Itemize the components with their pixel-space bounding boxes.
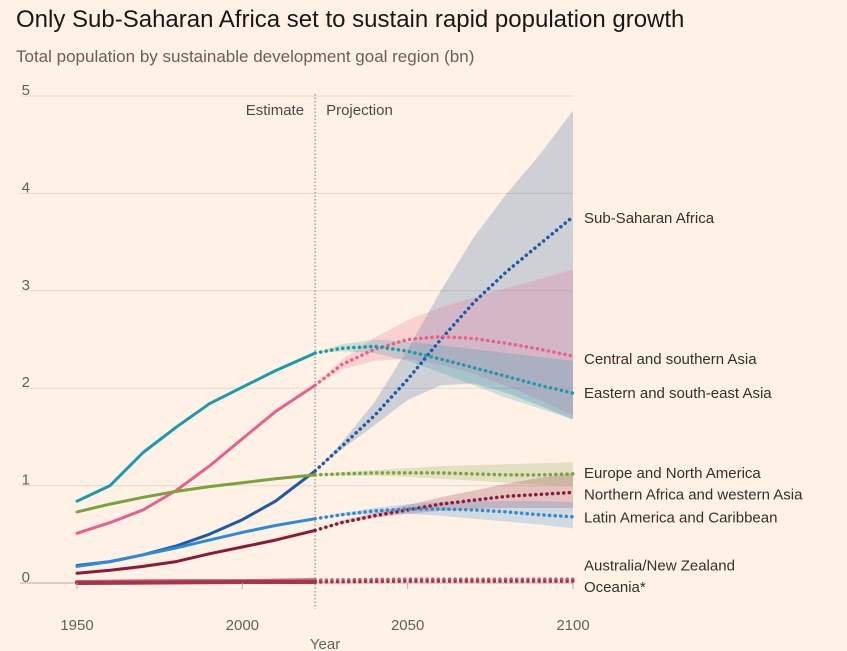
- y-tick-label: 3: [22, 277, 30, 294]
- label-latin-america-and-caribbean: Latin America and Caribbean: [584, 510, 777, 527]
- latin-america-and-caribbean-estimate-line: [75, 517, 317, 568]
- projection-annotation: Projection: [326, 102, 393, 119]
- estimate-annotation: Estimate: [246, 102, 304, 119]
- sub-saharan-africa-projection-line: [313, 215, 575, 473]
- label-oceania: Oceania*: [584, 579, 646, 596]
- label-australia-new-zealand: Australia/New Zealand: [584, 557, 735, 574]
- label-central-and-southern-asia: Central and southern Asia: [584, 351, 757, 368]
- series-lines: [75, 215, 575, 585]
- eastern-and-south-east-asia-projection-line: [313, 344, 575, 395]
- central-and-southern-asia-band: [315, 269, 573, 416]
- uncertainty-bands: [315, 110, 573, 531]
- label-eastern-and-south-east-asia: Eastern and south-east Asia: [584, 385, 772, 402]
- central-and-southern-asia-projection-line: [313, 334, 575, 388]
- y-tick-label: 0: [22, 569, 30, 586]
- eastern-and-south-east-asia-band: [315, 339, 573, 420]
- x-tick-label: 2000: [226, 617, 259, 634]
- eastern-and-south-east-asia-estimate-line: [75, 351, 317, 503]
- y-tick-label: 2: [22, 374, 30, 391]
- chart-title: Only Sub-Saharan Africa set to sustain r…: [16, 6, 685, 33]
- northern-africa-and-western-asia-estimate-line: [75, 528, 317, 575]
- label-europe-and-north-america: Europe and North America: [584, 465, 761, 482]
- y-tick-label: 5: [22, 82, 30, 99]
- central-and-southern-asia-estimate-line: [75, 383, 317, 535]
- x-axis-label: Year: [310, 636, 340, 651]
- europe-and-north-america-estimate-line: [75, 473, 317, 514]
- y-tick-label: 4: [22, 179, 30, 196]
- oceania-estimate-line: [75, 580, 318, 585]
- northern-africa-and-western-asia-projection-line: [313, 490, 575, 533]
- label-sub-saharan-africa: Sub-Saharan Africa: [584, 210, 715, 227]
- label-northern-africa-and-western-asia: Northern Africa and western Asia: [584, 486, 803, 503]
- latin-america-and-caribbean-projection-line: [313, 507, 575, 521]
- sub-saharan-africa-band: [315, 110, 573, 471]
- x-tick-label: 2100: [556, 617, 589, 634]
- y-tick-label: 1: [22, 472, 30, 489]
- oceania-projection-line: [313, 579, 575, 584]
- series-labels: Sub-Saharan Africa Central and southern A…: [584, 210, 803, 596]
- australia-new-zealand-projection-line: [313, 577, 575, 582]
- chart-subtitle: Total population by sustainable developm…: [16, 47, 475, 66]
- latin-america-and-caribbean-band: [315, 501, 573, 529]
- y-axis-ticks: 0 1 2 3 4 5: [22, 82, 30, 586]
- europe-and-north-america-projection-line: [313, 471, 575, 477]
- x-axis-ticks: 1950 2000 2050 2100: [60, 583, 590, 634]
- x-tick-label: 1950: [60, 617, 93, 634]
- x-tick-label: 2050: [391, 617, 424, 634]
